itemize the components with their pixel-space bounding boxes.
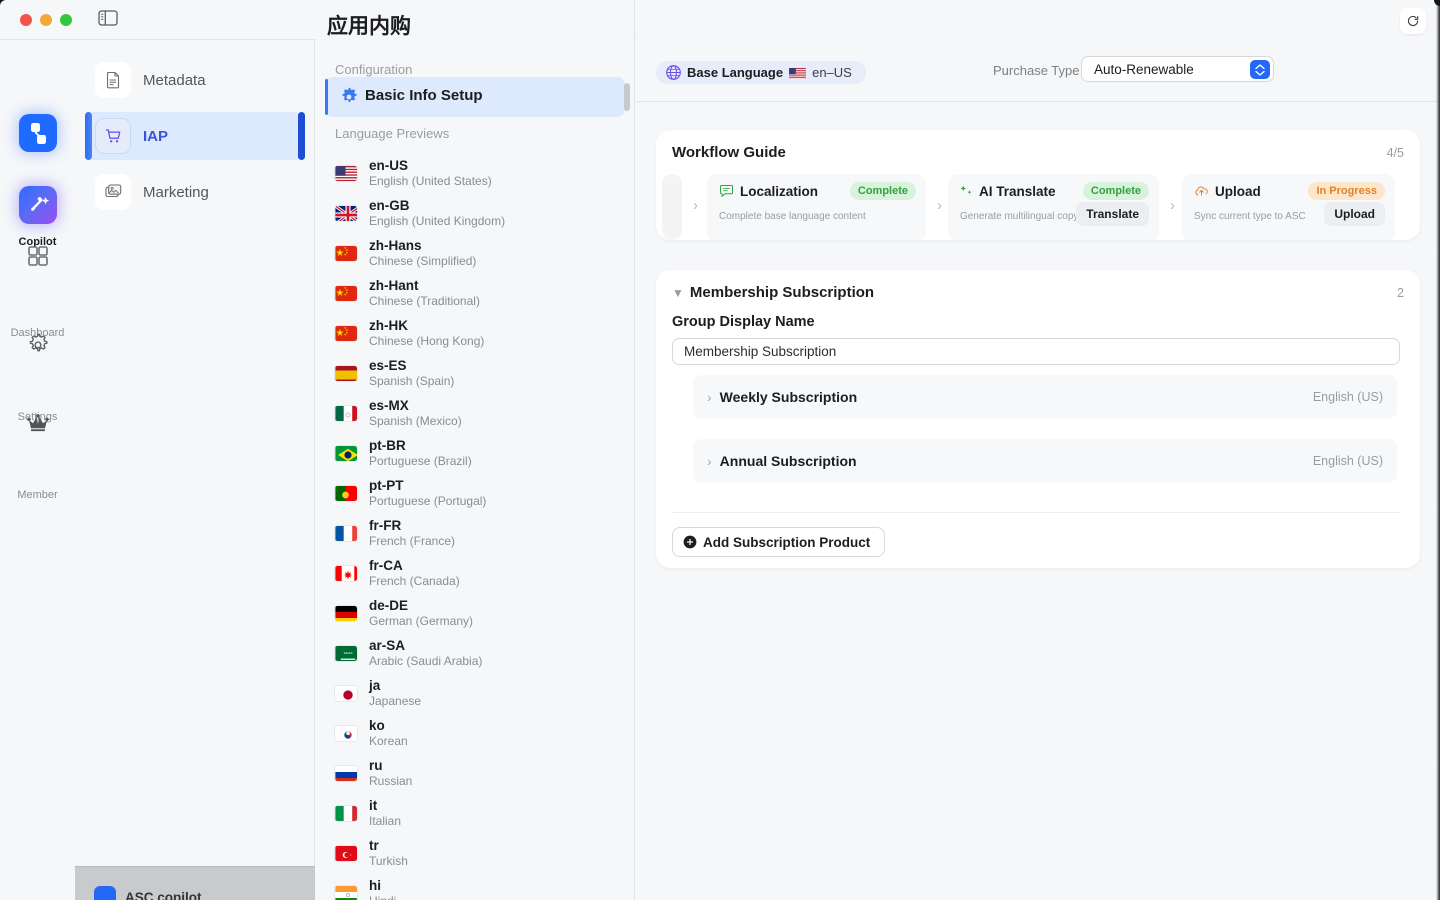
svg-text:SAUDI: SAUDI <box>344 651 353 655</box>
